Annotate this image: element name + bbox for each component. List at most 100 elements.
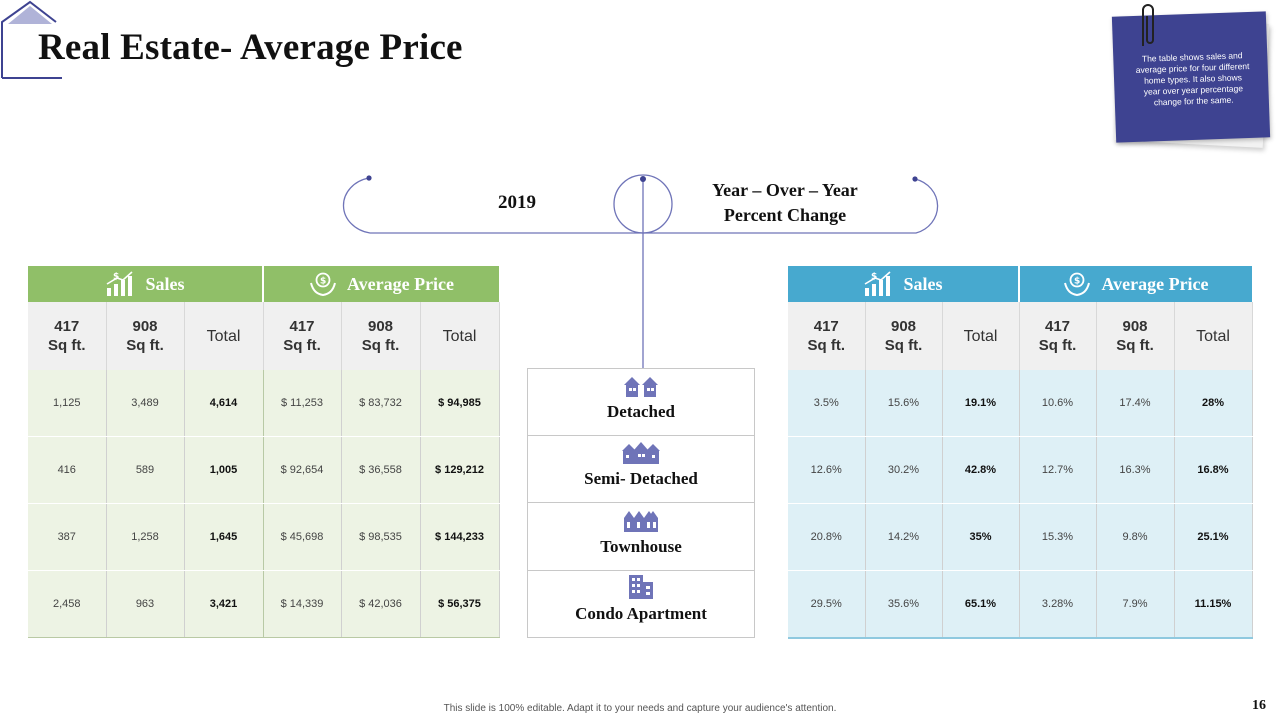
table-row: 2,458 963 3,421 $ 14,339 $ 42,036 $ 56,3… <box>28 570 500 638</box>
table-cell: 2,458 <box>28 570 107 638</box>
col-header-price-417: 417 Sq ft. <box>263 302 342 370</box>
col-header-text: 417 <box>813 318 839 335</box>
table-cell: 10.6% <box>1019 370 1097 437</box>
table-cell: 17.4% <box>1096 370 1175 437</box>
col-header-sales-417: 417 Sq ft. <box>788 302 866 370</box>
col-header-price-417: 417 Sq ft. <box>1019 302 1097 370</box>
table-cell: $ 92,654 <box>263 436 342 504</box>
svg-text:$: $ <box>871 272 877 282</box>
average-price-header-label: Average Price <box>1101 273 1209 294</box>
col-header-text: 908 <box>1122 318 1148 335</box>
col-header-text: Sq ft. <box>361 337 400 354</box>
table-cell: $ 45,698 <box>263 503 342 571</box>
table-cell: 3,489 <box>106 370 185 437</box>
table-cell-total: 25.1% <box>1174 503 1253 571</box>
table-cell: 589 <box>106 436 185 504</box>
home-type-condo-apartment: Condo Apartment <box>527 570 755 638</box>
col-header-text: 417 <box>54 318 80 335</box>
sales-growth-chart-icon: $ <box>865 271 892 296</box>
col-header-text: Sq ft. <box>283 337 321 354</box>
home-type-list: Detached Semi- Detached Townhouse <box>527 368 755 638</box>
home-type-label: Semi- Detached <box>584 469 698 488</box>
table-cell-total: 11.15% <box>1174 570 1253 639</box>
table-cell-total: 65.1% <box>942 570 1020 639</box>
sales-header-label: Sales <box>903 273 943 294</box>
svg-text:$: $ <box>1074 277 1080 287</box>
table-cell-total: $ 129,212 <box>420 436 500 504</box>
table-cell: $ 83,732 <box>341 370 421 437</box>
page-number: 16 <box>1252 698 1266 713</box>
sticky-note: The table shows sales and average price … <box>1106 2 1278 158</box>
col-header-price-total: Total <box>1174 302 1253 370</box>
table-cell: $ 11,253 <box>263 370 342 437</box>
col-header-text: 908 <box>890 318 917 335</box>
table-cell: 3.5% <box>788 370 866 437</box>
col-header-text: Sq ft. <box>884 337 923 354</box>
home-type-townhouse: Townhouse <box>527 503 755 571</box>
table-cell: $ 42,036 <box>341 570 421 638</box>
table-2019: $ Sales $ Average Price 417 Sq ft. 908 Sq … <box>28 266 500 638</box>
col-header-sales-417: 417 Sq ft. <box>28 302 107 370</box>
page-title: Real Estate- Average Price <box>38 27 463 68</box>
col-header-price-908: 908 Sq ft. <box>341 302 421 370</box>
table-cell: $ 14,339 <box>263 570 342 638</box>
footer-note: This slide is 100% editable. Adapt it to… <box>443 703 837 714</box>
table-cell-total: 16.8% <box>1174 436 1253 504</box>
col-header-text: Sq ft. <box>807 337 846 354</box>
table-row: 416 589 1,005 $ 92,654 $ 36,558 $ 129,21… <box>28 436 500 504</box>
table-cell: 35.6% <box>865 570 943 639</box>
table-cell: 3.28% <box>1019 570 1097 639</box>
table-cell: 1,258 <box>106 503 185 571</box>
col-header-sales-908: 908 Sq ft. <box>106 302 185 370</box>
table-cell: 12.6% <box>788 436 866 504</box>
semi-detached-house-icon <box>622 442 660 464</box>
col-header-price-908: 908 Sq ft. <box>1096 302 1175 370</box>
table-cell-total: 3,421 <box>184 570 264 638</box>
money-hand-icon: $ <box>1064 272 1091 297</box>
table-row: 387 1,258 1,645 $ 45,698 $ 98,535 $ 144,… <box>28 503 500 571</box>
col-header-text: 417 <box>1044 318 1071 335</box>
col-header-text: Sq ft. <box>1116 337 1154 354</box>
table-cell: 29.5% <box>788 570 866 639</box>
average-price-header: $ Average Price <box>262 266 499 302</box>
table-cell-total: 35% <box>942 503 1020 571</box>
table-cell: 12.7% <box>1019 436 1097 504</box>
col-header-sales-908: 908 Sq ft. <box>865 302 943 370</box>
table-row: 12.6% 30.2% 42.8% 12.7% 16.3% 16.8% <box>788 436 1253 504</box>
average-price-header-label: Average Price <box>346 273 455 294</box>
paperclip-icon <box>1142 4 1154 46</box>
sales-growth-chart-icon: $ <box>107 271 134 296</box>
col-header-text: 417 <box>289 318 315 335</box>
table-cell-total: 42.8% <box>942 436 1020 504</box>
col-header-text: 908 <box>367 318 394 335</box>
table-cell: 16.3% <box>1096 436 1175 504</box>
table-cell-total: $ 144,233 <box>420 503 500 571</box>
table-cell: 963 <box>106 570 185 638</box>
table-cell: 1,125 <box>28 370 107 437</box>
sales-header: $ Sales <box>788 266 1019 302</box>
col-header-sales-total: Total <box>184 302 264 370</box>
sales-header: $ Sales <box>28 266 263 302</box>
condo-building-icon <box>629 575 653 599</box>
home-type-label: Townhouse <box>600 536 682 556</box>
yoy-label: Year – Over – Year Percent Change <box>680 178 890 228</box>
home-type-detached: Detached <box>527 368 755 436</box>
table-cell: $ 98,535 <box>341 503 421 571</box>
table-cell: 20.8% <box>788 503 866 571</box>
svg-text:$: $ <box>320 277 326 287</box>
yoy-label-line2: Percent Change <box>723 205 847 225</box>
table-row: 3.5% 15.6% 19.1% 10.6% 17.4% 28% <box>788 370 1253 437</box>
yoy-label-line1: Year – Over – Year <box>712 180 858 200</box>
table-cell: 9.8% <box>1096 503 1175 571</box>
sales-header-label: Sales <box>145 273 185 294</box>
table-cell: 7.9% <box>1096 570 1175 639</box>
col-header-text: Sq ft. <box>48 337 86 354</box>
table-yoy: $ Sales $ Average Price 417 Sq ft. 908 Sq … <box>788 266 1253 639</box>
table-cell: 15.3% <box>1019 503 1097 571</box>
home-type-label: Condo Apartment <box>575 604 707 623</box>
table-cell: 15.6% <box>865 370 943 437</box>
svg-text:$: $ <box>113 272 119 282</box>
table-cell-total: 4,614 <box>184 370 264 437</box>
average-price-header: $ Average Price <box>1018 266 1252 302</box>
col-header-price-total: Total <box>420 302 500 370</box>
